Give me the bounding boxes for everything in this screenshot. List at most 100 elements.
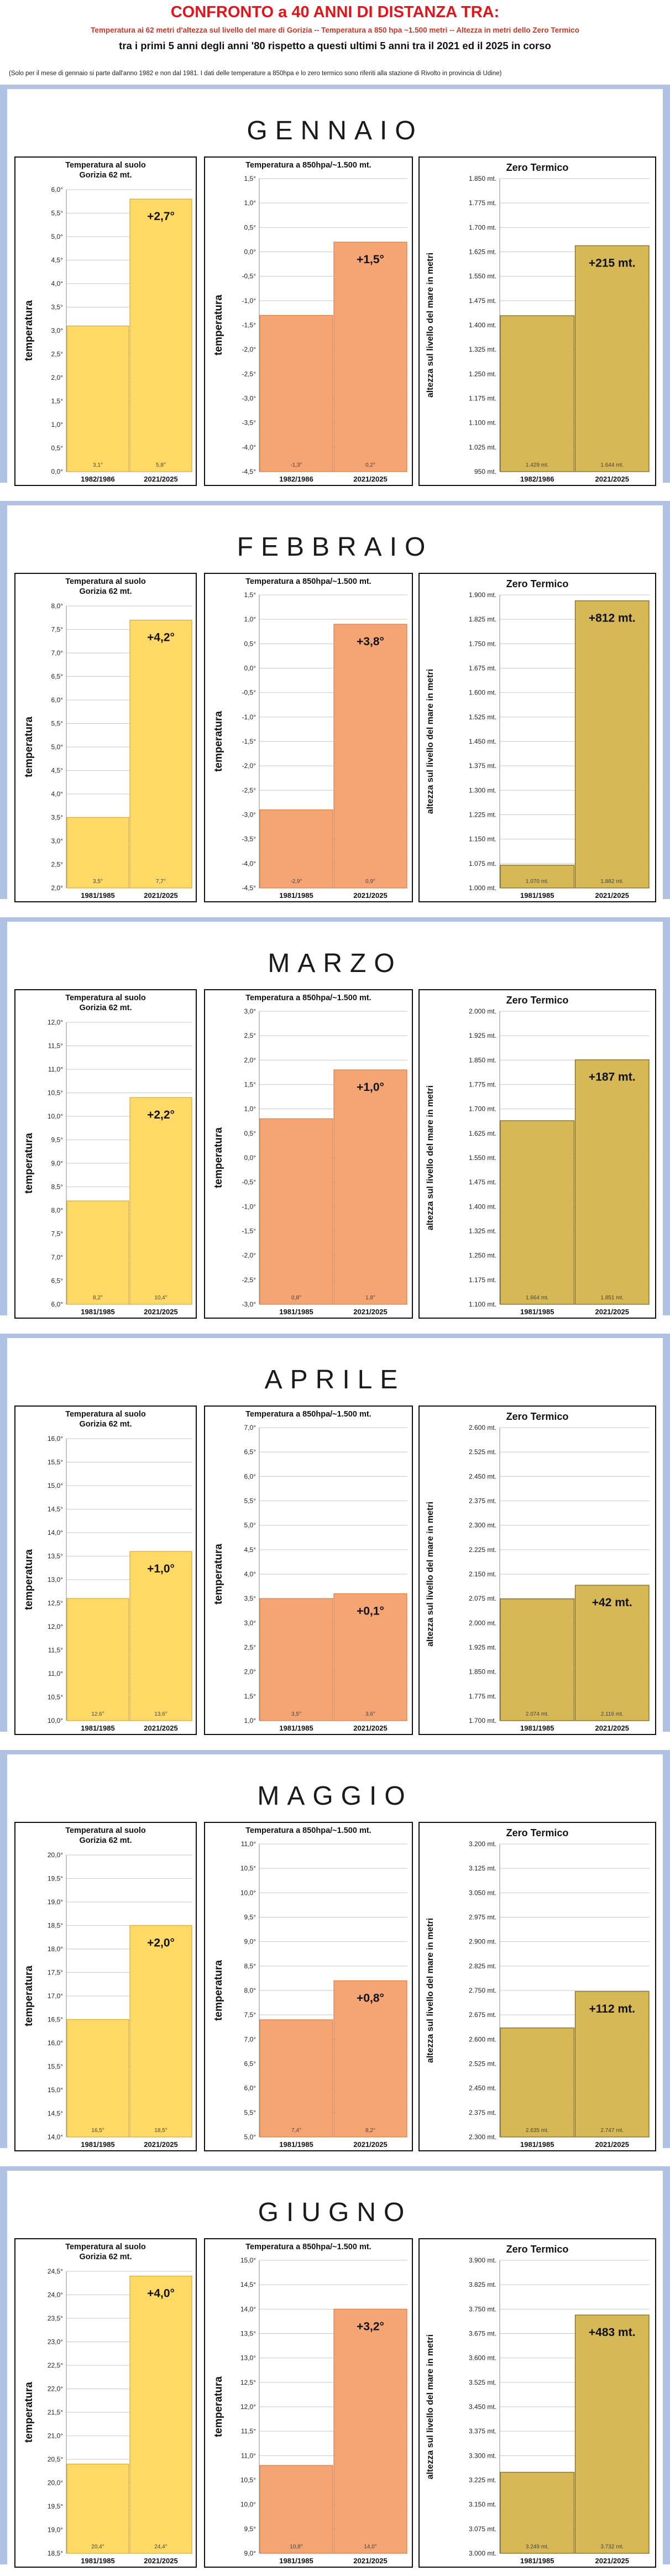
x-tick-label: 2021/2025: [595, 2140, 629, 2149]
y-tick-label: 3.900 mt.: [469, 2256, 496, 2264]
y-tick-label: 9,0°: [244, 2549, 257, 2557]
y-tick-label: 13,0°: [48, 1576, 63, 1584]
y-tick-label: 10,0°: [240, 2501, 256, 2509]
y-tick-label: -4,5°: [242, 884, 257, 892]
y-axis-label: temperatura: [213, 1544, 224, 1605]
y-tick-label: 3,0°: [51, 327, 64, 335]
bar: [129, 198, 192, 472]
y-tick-label: -3,5°: [242, 835, 257, 843]
x-tick-label: 1981/1985: [279, 1308, 313, 1316]
y-tick-label: 8,0°: [51, 602, 64, 610]
bar-value-label: 1.882 mt.: [600, 879, 624, 885]
x-tick-label: 2021/2025: [144, 891, 177, 900]
bar-value-label: 24,4°: [154, 2544, 167, 2550]
bar: [129, 1551, 192, 1721]
month-title: FEBBRAIO: [237, 532, 433, 562]
chart-panel-surface: Temperatura al suolo Gorizia 62 mt. 2,0° 2,…: [14, 573, 197, 902]
y-tick-label: 8,0°: [244, 1987, 257, 1994]
chart-title: Temperatura a 850hpa/~1.500 mt.: [245, 994, 371, 1002]
bar: [333, 1069, 407, 1305]
y-tick-label: 2,5°: [244, 1644, 257, 1652]
bar: [333, 1593, 407, 1721]
x-tick-label: 2021/2025: [595, 1724, 629, 1732]
y-axis-label: altezza sul livello del mare in metri: [426, 1502, 435, 1647]
y-tick-label: 2.450 mt.: [469, 2084, 496, 2092]
y-axis-label: temperatura: [23, 300, 35, 361]
y-tick-label: 17,0°: [48, 1992, 63, 2000]
x-tick-label: 1981/1985: [520, 2557, 554, 2565]
y-tick-label: 19,5°: [48, 2502, 63, 2510]
y-tick-label: 5,0°: [244, 1522, 257, 1529]
y-tick-label: 2.600 mt.: [469, 1424, 496, 1431]
y-tick-label: 2.525 mt.: [469, 2060, 496, 2068]
chart-title: Temperatura al suolo: [65, 994, 146, 1002]
chart-title: Temperatura a 850hpa/~1.500 mt.: [245, 577, 371, 586]
y-tick-label: 9,0°: [51, 1159, 64, 1167]
bar: [500, 2028, 575, 2138]
page-header: CONFRONTO a 40 ANNI DI DISTANZA TRA: Tem…: [0, 0, 670, 88]
y-tick-label: 12,0°: [48, 1018, 63, 1026]
y-tick-label: 5,5°: [244, 2109, 257, 2117]
bar: [574, 2314, 650, 2554]
y-tick-label: 1.550 mt.: [469, 1154, 496, 1162]
y-tick-label: 10,5°: [48, 1694, 63, 1701]
bar: [500, 315, 575, 472]
y-tick-label: 2.075 mt.: [469, 1595, 496, 1602]
month-section: GIUGNO Temperatura al suolo Gorizia 62 mt.…: [0, 2166, 670, 2568]
y-tick-label: 1,0°: [244, 615, 257, 623]
y-tick-label: 2.975 mt.: [469, 1914, 496, 1921]
y-tick-label: 11,0°: [48, 1670, 63, 1678]
chart-panel-surface: Temperatura al suolo Gorizia 62 mt. 10,0° 1…: [14, 1405, 197, 1735]
y-tick-label: 2.600 mt.: [469, 2035, 496, 2043]
bar-value-label: 10,8°: [290, 2544, 302, 2550]
difference-label: +1,0°: [357, 1081, 384, 1094]
chart-svg: Temperatura a 850hpa/~1.500 mt. -4,5° -4,0…: [213, 577, 407, 900]
y-tick-label: 6,0°: [244, 2084, 257, 2092]
y-tick-label: 16,0°: [48, 2039, 63, 2047]
y-tick-label: 14,5°: [240, 2281, 256, 2288]
y-tick-label: 1.925 mt.: [469, 1032, 496, 1039]
y-tick-label: -2,0°: [242, 1252, 257, 1260]
chart-svg: Temperatura a 850hpa/~1.500 mt. -4,5° -4,0…: [213, 161, 407, 483]
y-tick-label: 3.225 mt.: [469, 2476, 496, 2484]
bar: [500, 1120, 575, 1305]
y-tick-label: 18,5°: [48, 2549, 63, 2557]
y-tick-label: -3,5°: [242, 419, 257, 427]
month-section-panel: FEBBRAIO Temperatura al suolo Gorizia 62 m…: [7, 505, 663, 902]
chart-title: Temperatura a 850hpa/~1.500 mt.: [245, 2243, 371, 2251]
month-section-panel: MAGGIO Temperatura al suolo Gorizia 62 mt.…: [7, 1754, 663, 2151]
x-tick-label: 1981/1985: [520, 891, 554, 900]
y-tick-label: 22,0°: [48, 2385, 63, 2393]
chart-panel-zero: Zero Termico 1.100 mt. 1.175 mt. 1.250 mt. 1…: [418, 989, 656, 1319]
y-tick-label: 1.700 mt.: [469, 223, 496, 231]
x-tick-label: 2021/2025: [353, 891, 387, 900]
y-tick-label: 3,5°: [51, 304, 64, 311]
bar-value-label: 18,5°: [154, 2128, 167, 2134]
y-tick-label: 4,5°: [244, 1546, 257, 1554]
y-tick-label: 1.600 mt.: [469, 689, 496, 697]
chart-svg: Temperatura a 850hpa/~1.500 mt. -3,0° -2,5…: [213, 994, 407, 1316]
x-tick-label: 1982/1986: [520, 475, 554, 483]
y-tick-label: 1,0°: [244, 1105, 257, 1113]
month-section-panel: APRILE Temperatura al suolo Gorizia 62 mt.…: [7, 1338, 663, 1735]
y-tick-label: 1,5°: [244, 1692, 257, 1700]
y-tick-label: 1.300 mt.: [469, 786, 496, 794]
bar-value-label: 0,9°: [365, 879, 375, 885]
y-tick-label: 1,0°: [244, 1717, 257, 1725]
chart-svg: Temperatura al suolo Gorizia 62 mt. 6,0° 6,…: [23, 994, 192, 1316]
x-tick-label: 2021/2025: [353, 2557, 387, 2565]
y-tick-label: 1.625 mt.: [469, 1130, 496, 1137]
y-tick-label: 8,5°: [51, 1183, 64, 1191]
y-tick-label: -4,0°: [242, 860, 257, 868]
bar-value-label: 1.851 mt.: [600, 1295, 624, 1301]
x-tick-label: 2021/2025: [144, 1308, 177, 1316]
y-tick-label: 11,5°: [241, 2427, 256, 2435]
chart-title: Gorizia 62 mt.: [79, 171, 132, 180]
x-tick-label: 1981/1985: [81, 891, 114, 900]
y-tick-label: 3,5°: [51, 814, 64, 822]
y-tick-label: 1.325 mt.: [469, 1227, 496, 1235]
y-tick-label: 3.150 mt.: [469, 2501, 496, 2509]
y-tick-label: 3.050 mt.: [469, 1889, 496, 1896]
difference-label: +2,7°: [147, 210, 175, 223]
y-tick-label: 10,5°: [48, 1089, 63, 1097]
